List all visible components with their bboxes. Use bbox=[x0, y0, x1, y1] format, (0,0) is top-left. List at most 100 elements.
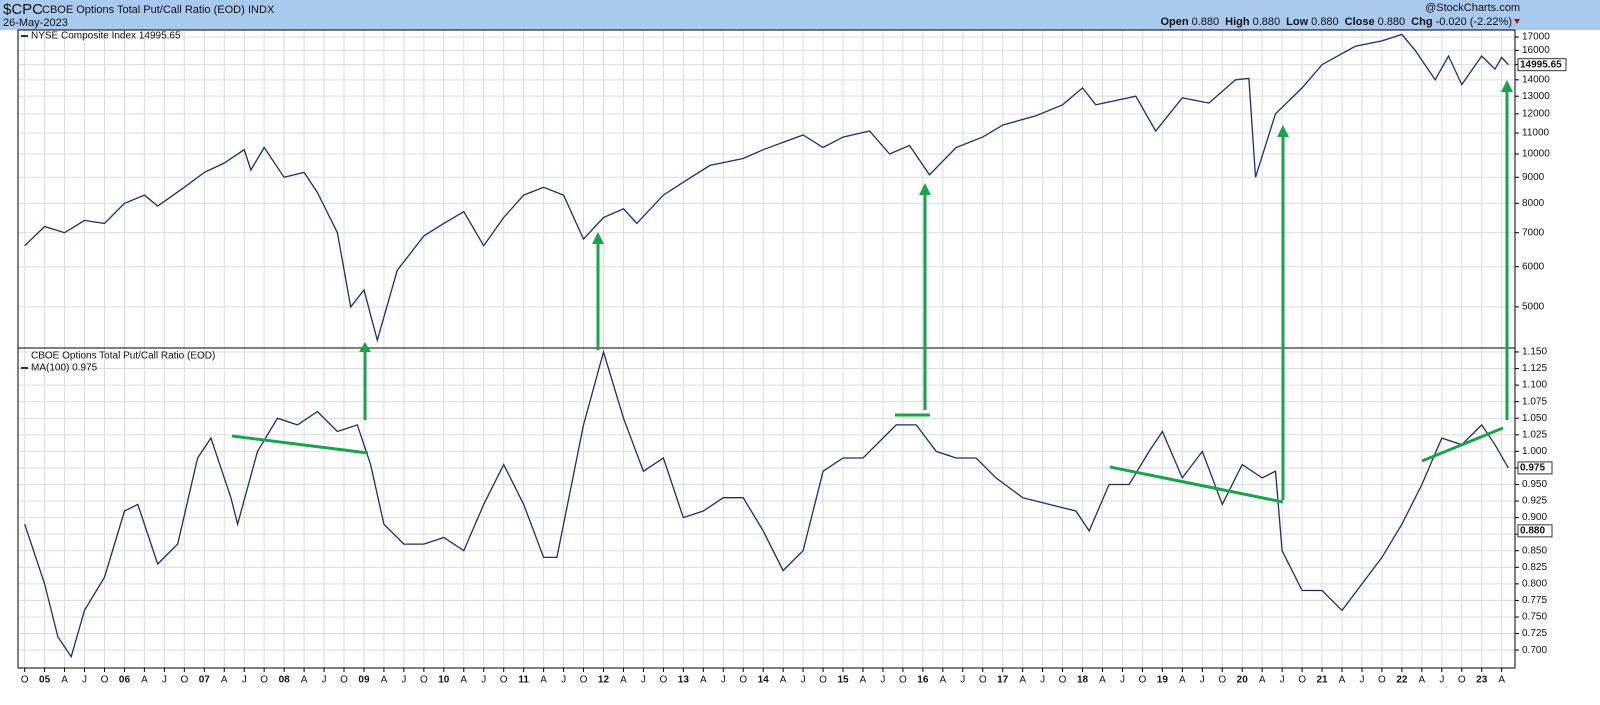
x-tick-label: J bbox=[1359, 675, 1364, 686]
y-tick-label: 8000 bbox=[1522, 198, 1545, 209]
y-tick-label: 10000 bbox=[1522, 149, 1550, 160]
x-tick-label: A bbox=[1099, 675, 1106, 686]
arrow-head bbox=[359, 342, 371, 352]
x-tick-label: 13 bbox=[678, 675, 690, 686]
x-tick-label: O bbox=[979, 675, 987, 686]
x-tick-label: A bbox=[860, 675, 867, 686]
y-tick-label: 0.850 bbox=[1522, 545, 1547, 556]
quote-value: 0.880 bbox=[1192, 16, 1220, 28]
x-tick-label: J bbox=[1439, 675, 1444, 686]
x-tick-label: J bbox=[801, 675, 806, 686]
annotations bbox=[231, 80, 1513, 504]
y-tick-label: 17000 bbox=[1522, 32, 1550, 43]
quote-label: Chg bbox=[1411, 16, 1432, 28]
arrow-head bbox=[919, 183, 931, 195]
x-tick-label: 14 bbox=[758, 675, 770, 686]
x-tick-label: 17 bbox=[997, 675, 1009, 686]
x-tick-label: 07 bbox=[199, 675, 211, 686]
x-tick-label: O bbox=[101, 675, 109, 686]
arrow-head bbox=[1277, 125, 1289, 137]
y-tick-label: 0.825 bbox=[1522, 562, 1547, 573]
x-tick-label: O bbox=[1378, 675, 1386, 686]
y-tick-label: 0.800 bbox=[1522, 578, 1547, 589]
x-tick-label: O bbox=[260, 675, 268, 686]
x-tick-label: O bbox=[1458, 675, 1466, 686]
trend-line bbox=[1109, 465, 1284, 504]
y-tick-label: 1.125 bbox=[1522, 363, 1547, 374]
quote-value: 0.880 bbox=[1311, 16, 1339, 28]
y-tick-label: 9000 bbox=[1522, 172, 1545, 183]
quote-value: 0.880 bbox=[1378, 16, 1406, 28]
quote-label: Close bbox=[1345, 16, 1375, 28]
x-tick-label: 23 bbox=[1476, 675, 1488, 686]
panel-title: CBOE Options Total Put/Call Ratio (EOD) bbox=[31, 351, 215, 362]
y-tick-label: 6000 bbox=[1522, 261, 1545, 272]
quote-value: -0.020 (-2.22%) bbox=[1436, 16, 1512, 28]
x-tick-label: O bbox=[819, 675, 827, 686]
x-tick-label: 09 bbox=[358, 675, 370, 686]
trend-line bbox=[231, 434, 369, 455]
x-tick-label: O bbox=[1218, 675, 1226, 686]
panel-frame bbox=[17, 347, 1516, 669]
y-tick-label: 7000 bbox=[1522, 227, 1545, 238]
x-tick-label: 10 bbox=[438, 675, 450, 686]
x-tick-label: J bbox=[561, 675, 566, 686]
x-tick-label: A bbox=[1019, 675, 1026, 686]
quote-value: 0.880 bbox=[1253, 16, 1281, 28]
x-tick-label: A bbox=[61, 675, 68, 686]
exchange: INDX bbox=[248, 4, 275, 16]
x-tick-label: A bbox=[620, 675, 627, 686]
x-tick-label: J bbox=[1040, 675, 1045, 686]
down-icon bbox=[1514, 19, 1520, 24]
y-tick-label: 0.775 bbox=[1522, 595, 1547, 606]
price-tag-label: 0.975 bbox=[1520, 463, 1545, 474]
x-tick-label: 06 bbox=[119, 675, 131, 686]
y-tick-label: 0.900 bbox=[1522, 512, 1547, 523]
x-tick-label: A bbox=[1259, 675, 1266, 686]
x-tick-label: O bbox=[500, 675, 508, 686]
y-tick-label: 1.025 bbox=[1522, 429, 1547, 440]
x-tick-label: O bbox=[340, 675, 348, 686]
y-tick-label: 12000 bbox=[1522, 108, 1550, 119]
x-tick-label: A bbox=[1339, 675, 1346, 686]
x-tick-label: A bbox=[221, 675, 228, 686]
arrow-head bbox=[1501, 80, 1513, 92]
price-tag-label: 0.880 bbox=[1520, 525, 1545, 536]
arrow-head bbox=[592, 232, 604, 244]
x-tick-label: A bbox=[301, 675, 308, 686]
price-tag-label: 14995.65 bbox=[1520, 59, 1562, 70]
y-tick-label: 0.700 bbox=[1522, 645, 1547, 656]
y-tick-label: 14000 bbox=[1522, 74, 1550, 85]
x-tick-label: J bbox=[1200, 675, 1205, 686]
x-tick-label: O bbox=[580, 675, 588, 686]
symbol-name: CBOE Options Total Put/Call Ratio (EOD) bbox=[42, 4, 245, 16]
x-tick-label: 19 bbox=[1157, 675, 1169, 686]
y-tick-label: 1.075 bbox=[1522, 396, 1547, 407]
panel-frame bbox=[17, 29, 1516, 349]
y-tick-label: 0.725 bbox=[1522, 628, 1547, 639]
x-tick-label: J bbox=[880, 675, 885, 686]
x-tick-label: 21 bbox=[1316, 675, 1328, 686]
x-tick-label: A bbox=[1179, 675, 1186, 686]
legend-label: NYSE Composite Index 14995.65 bbox=[31, 31, 181, 42]
x-tick-label: O bbox=[1139, 675, 1147, 686]
x-tick-label: O bbox=[899, 675, 907, 686]
y-tick-label: 11000 bbox=[1522, 128, 1550, 139]
x-tick-label: O bbox=[659, 675, 667, 686]
quote: Open 0.880 High 0.880 Low 0.880 Close 0.880 Chg -… bbox=[1161, 16, 1513, 28]
x-tick-label: O bbox=[1059, 675, 1067, 686]
credit: @StockCharts.com bbox=[1425, 2, 1520, 14]
y-tick-label: 0.950 bbox=[1522, 479, 1547, 490]
x-tick-label: J bbox=[162, 675, 167, 686]
quote-label: Open bbox=[1161, 16, 1189, 28]
price-tag bbox=[1517, 58, 1567, 72]
y-tick-label: 13000 bbox=[1522, 91, 1550, 102]
x-tick-label: J bbox=[322, 675, 327, 686]
x-tick-label: A bbox=[141, 675, 148, 686]
plots: 5000 6000 7000 8000 9000 10000 11000 12000 13000… bbox=[17, 29, 1567, 686]
legend-label: MA(100) 0.975 bbox=[31, 363, 98, 374]
x-tick-label: J bbox=[1120, 675, 1125, 686]
x-tick-label: A bbox=[460, 675, 467, 686]
y-tick-label: 1.050 bbox=[1522, 413, 1547, 424]
